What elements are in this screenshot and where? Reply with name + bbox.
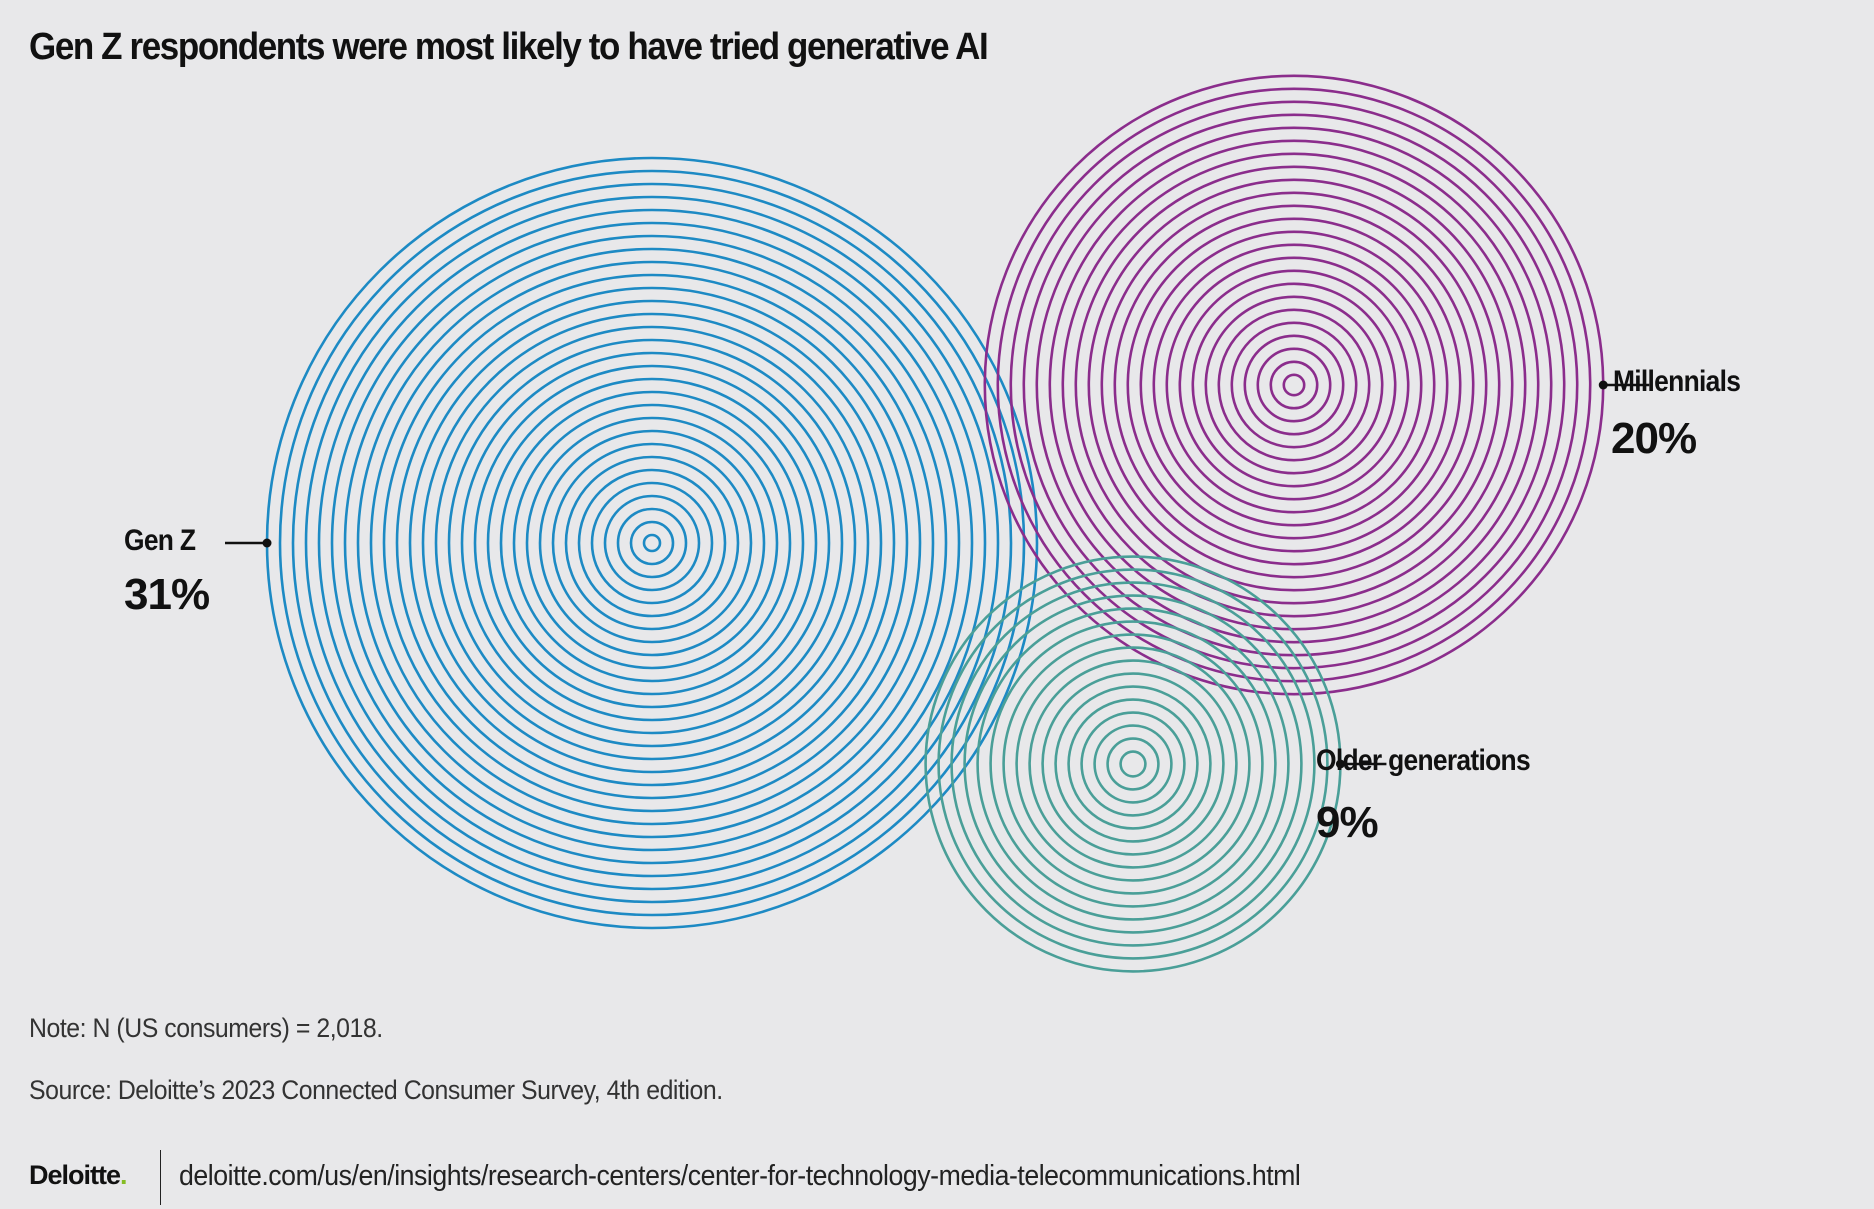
bubble-ring xyxy=(1106,737,1160,791)
bubble-ring xyxy=(1113,204,1475,566)
bubble-ring xyxy=(1119,750,1147,778)
bubble-ring xyxy=(278,169,1026,917)
bubble-ring xyxy=(1015,646,1251,882)
bubble-ring xyxy=(486,377,818,709)
bubble-ring xyxy=(629,520,675,566)
value-gen-z: 31% xyxy=(124,570,210,619)
bubble-ring xyxy=(983,74,1605,696)
bubble-ring xyxy=(382,273,922,813)
bubble-ring xyxy=(499,390,805,696)
bubble-ring xyxy=(369,260,935,826)
bubble-ring xyxy=(616,507,688,579)
bubble-ring xyxy=(395,286,909,800)
bubble-ring xyxy=(1074,165,1514,605)
bubble-ring xyxy=(1126,217,1462,553)
label-older-generations: Older generations xyxy=(1316,744,1531,777)
bubble-ring xyxy=(1204,295,1384,475)
deloitte-logo: Deloitte. xyxy=(29,1160,127,1191)
bubble-ring xyxy=(564,455,740,631)
bubble-ring xyxy=(1067,698,1199,830)
bubble-ring xyxy=(265,156,1039,930)
bubble-ring xyxy=(976,607,1290,921)
bubble-ring xyxy=(1165,256,1423,514)
logo-text: Deloitte xyxy=(29,1160,121,1190)
bubble-ring xyxy=(963,594,1303,934)
bubble-ring xyxy=(525,416,779,670)
chart-title: Gen Z respondents were most likely to ha… xyxy=(29,26,989,68)
bubble-ring xyxy=(1087,178,1501,592)
bubble-ring xyxy=(996,87,1592,683)
bubble-ring xyxy=(1028,659,1238,869)
note-text: Note: N (US consumers) = 2,018. xyxy=(29,1013,383,1043)
bubble-ring xyxy=(642,533,662,553)
bubble-gen-z xyxy=(265,156,1039,930)
bubble-ring xyxy=(950,581,1316,947)
bubble-ring xyxy=(1100,191,1488,579)
bubble-ring xyxy=(421,312,883,774)
bubble-ring xyxy=(291,182,1013,904)
footer-url[interactable]: deloitte.com/us/en/insights/research-cen… xyxy=(179,1160,1301,1192)
bubble-ring xyxy=(1093,724,1173,804)
bubble-ring xyxy=(1054,685,1212,843)
bubble-ring xyxy=(330,221,974,865)
bubble-ring xyxy=(1152,243,1436,527)
logo-dot: . xyxy=(120,1160,127,1190)
bubble-ring xyxy=(1022,113,1566,657)
bubble-ring xyxy=(1178,269,1410,501)
bubble-ring xyxy=(304,195,1000,891)
bubble-ring xyxy=(473,364,831,722)
bubble-ring xyxy=(460,351,844,735)
bubble-ring xyxy=(408,299,896,787)
label-gen-z: Gen Z xyxy=(124,524,196,557)
value-older-generations: 9% xyxy=(1316,798,1379,847)
bubble-ring xyxy=(538,429,766,657)
bubble-ring xyxy=(937,568,1329,960)
leader-dot xyxy=(262,538,272,548)
bubble-ring xyxy=(1061,152,1527,618)
leader-dot xyxy=(1335,759,1345,769)
bubble-ring xyxy=(1230,321,1358,449)
bubble-ring xyxy=(1243,334,1345,436)
bubble-ring xyxy=(512,403,792,683)
bubble-ring xyxy=(317,208,987,878)
bubble-ring xyxy=(356,247,948,839)
bubble-ring xyxy=(1009,100,1579,670)
bubble-ring xyxy=(1191,282,1397,488)
bubble-ring xyxy=(590,481,714,605)
bubble-ring xyxy=(447,338,857,748)
bubble-ring xyxy=(1269,360,1319,410)
bubble-ring xyxy=(1035,126,1553,644)
bubble-millennials xyxy=(983,74,1605,696)
bubble-ring xyxy=(603,494,701,592)
leader-dot xyxy=(1598,380,1608,390)
bubble-ring xyxy=(1041,672,1225,856)
bubble-ring xyxy=(1002,633,1264,895)
bubble-ring xyxy=(343,234,961,852)
bubble-ring xyxy=(1139,230,1449,540)
bubble-ring xyxy=(434,325,870,761)
bubble-ring xyxy=(1080,711,1186,817)
value-millennials: 20% xyxy=(1611,414,1697,463)
bubble-ring xyxy=(1217,308,1371,462)
bubble-ring xyxy=(577,468,727,618)
label-millennials: Millennials xyxy=(1613,365,1741,398)
bubble-older-generations xyxy=(924,555,1342,973)
footer-divider xyxy=(160,1150,161,1205)
bubble-ring xyxy=(1282,373,1306,397)
bubble-ring xyxy=(551,442,753,644)
bubble-ring xyxy=(1048,139,1540,631)
bubble-ring xyxy=(989,620,1277,908)
source-text: Source: Deloitte’s 2023 Connected Consum… xyxy=(29,1075,723,1105)
bubble-ring xyxy=(1256,347,1332,423)
